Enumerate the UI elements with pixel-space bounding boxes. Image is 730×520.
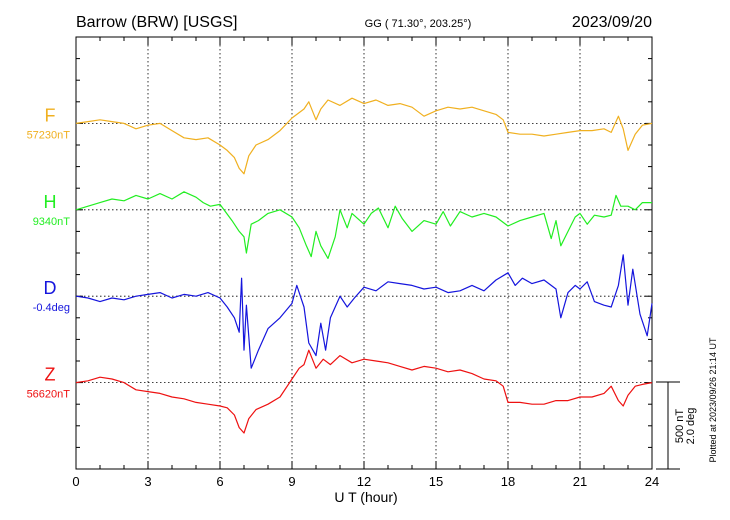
series-baseline-z: 56620nT: [27, 389, 71, 401]
series-baseline-h: 9340nT: [33, 216, 71, 228]
series-name-d: D: [44, 278, 57, 298]
x-tick-label: 6: [216, 474, 223, 489]
series-baseline-d: -0.4deg: [33, 302, 70, 314]
scale-bar: [656, 381, 680, 470]
coords-label: GG ( 71.30°, 203.25°): [365, 18, 472, 30]
scale-nt-label: 500 nT: [674, 409, 686, 444]
x-tick-labels: 0 3 6 9 12 15 18 21 24: [72, 474, 659, 489]
scale-deg-label: 2.0 deg: [685, 408, 697, 445]
plotted-timestamp: Plotted at 2023/09/26 21:14 UT: [708, 337, 718, 463]
x-tick-label: 18: [501, 474, 515, 489]
x-tick-label: 3: [144, 474, 151, 489]
series-line-f: [75, 97, 653, 175]
series-labels: F 57230nT H 9340nT D -0.4deg Z 56620nT: [27, 105, 71, 400]
station-title: Barrow (BRW) [USGS]: [76, 14, 238, 31]
date-label: 2023/09/20: [572, 14, 652, 31]
grid-lines: [147, 37, 581, 469]
x-tick-label: 21: [573, 474, 587, 489]
series-line-z: [75, 349, 653, 434]
x-axis-label: U T (hour): [334, 489, 397, 505]
series-name-z: Z: [45, 365, 56, 385]
x-tick-label: 9: [288, 474, 295, 489]
x-tick-label: 15: [429, 474, 443, 489]
series-line-h: [75, 191, 652, 259]
series-baseline-f: 57230nT: [27, 129, 71, 141]
series-line-d: [75, 254, 653, 369]
x-tick-label: 0: [72, 474, 79, 489]
x-tick-label: 12: [357, 474, 371, 489]
series-name-h: H: [44, 192, 57, 212]
baseline-lines: [76, 123, 652, 384]
x-tick-label: 24: [645, 474, 659, 489]
series-name-f: F: [45, 105, 56, 125]
axis-ticks: [75, 37, 653, 469]
series-lines: [75, 97, 653, 434]
